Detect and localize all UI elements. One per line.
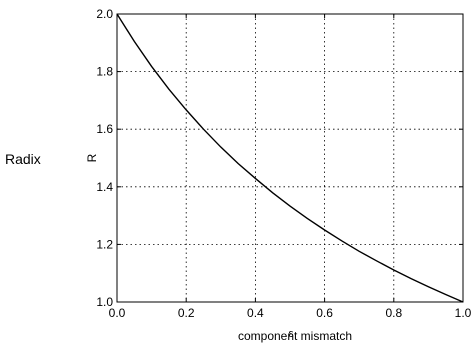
- x-tick-label: 0.6: [316, 306, 333, 320]
- side-label: Radix: [5, 151, 41, 167]
- x-tick-label: 0.4: [247, 306, 264, 320]
- y-tick-label: 2.0: [96, 7, 113, 21]
- y-tick-label: 1.0: [96, 295, 113, 309]
- y-tick-label: 1.2: [96, 237, 113, 251]
- y-axis-label: R: [85, 153, 99, 162]
- x-axis-ticks: 0.0 0.2 0.4 0.6 0.8 1.0: [109, 14, 472, 320]
- x-tick-label: 0.0: [109, 306, 126, 320]
- grid-lines: [117, 14, 463, 302]
- x-tick-label: 1.0: [455, 306, 472, 320]
- y-tick-label: 1.6: [96, 122, 113, 136]
- x-axis-symbol: ε: [289, 328, 294, 340]
- y-tick-label: 1.8: [96, 65, 113, 79]
- y-axis-ticks: 1.0 1.2 1.4 1.6 1.8 2.0: [96, 7, 463, 309]
- series-layer: [116, 13, 464, 303]
- x-tick-label: 0.8: [385, 306, 402, 320]
- series-line: [116, 13, 464, 303]
- plot-frame: [116, 13, 464, 303]
- x-tick-label: 0.2: [178, 306, 195, 320]
- y-tick-label: 1.4: [96, 180, 113, 194]
- x-axis-label: component mismatch: [238, 329, 352, 343]
